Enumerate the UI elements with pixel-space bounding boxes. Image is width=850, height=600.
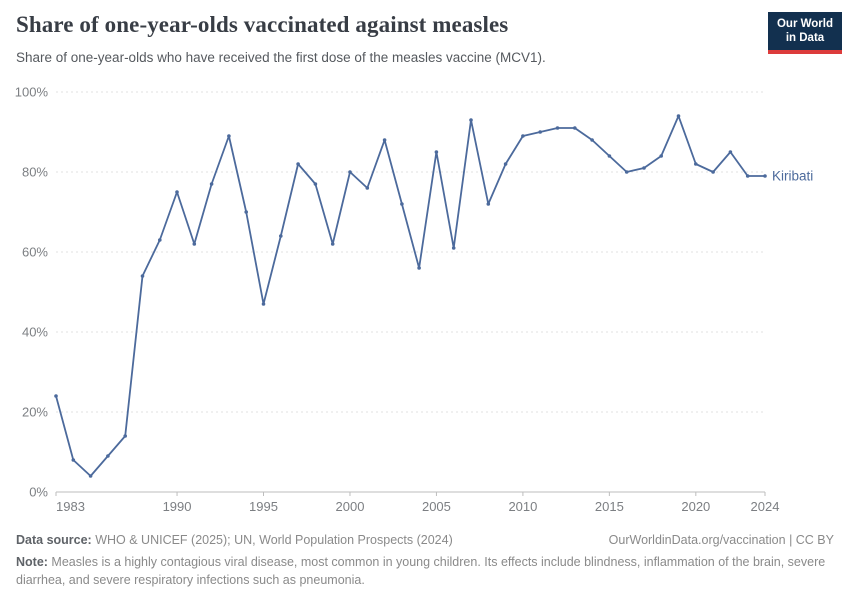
data-point[interactable] <box>521 134 525 138</box>
data-point[interactable] <box>400 202 404 206</box>
data-point[interactable] <box>175 190 179 194</box>
y-tick-label: 80% <box>22 165 48 180</box>
data-source-text: WHO & UNICEF (2025); UN, World Populatio… <box>91 533 453 547</box>
owid-logo-line2: in Data <box>785 31 825 44</box>
data-point[interactable] <box>728 150 733 154</box>
chart-note-text: Measles is a highly contagious viral dis… <box>16 555 826 588</box>
data-point[interactable] <box>227 134 231 138</box>
data-point[interactable] <box>711 170 715 174</box>
data-point[interactable] <box>745 174 750 178</box>
kiribati-line[interactable] <box>55 115 766 477</box>
y-tick-label: 40% <box>22 325 48 340</box>
chart-subtitle: Share of one-year-olds who have received… <box>16 50 546 65</box>
data-point[interactable] <box>313 182 318 186</box>
data-point[interactable] <box>555 126 560 130</box>
data-point[interactable] <box>451 246 456 250</box>
data-point[interactable] <box>676 114 681 118</box>
data-point[interactable] <box>573 126 577 130</box>
data-point[interactable] <box>365 186 370 190</box>
data-point[interactable] <box>382 138 387 142</box>
data-point[interactable] <box>296 162 300 166</box>
x-tick-label: 2024 <box>751 499 780 514</box>
chart-note: Note: Measles is a highly contagious vir… <box>16 553 834 589</box>
data-point[interactable] <box>158 238 162 242</box>
data-point[interactable] <box>348 170 352 174</box>
data-point[interactable] <box>624 170 629 174</box>
x-tick-label: 2015 <box>595 499 624 514</box>
owid-logo-line1: Our World <box>776 18 833 30</box>
x-tick-label: 2000 <box>336 499 365 514</box>
y-tick-label: 60% <box>22 245 48 260</box>
attribution-link[interactable]: OurWorldinData.org/vaccination | CC BY <box>608 533 834 547</box>
x-tick-label: 2005 <box>422 499 451 514</box>
data-point[interactable] <box>123 434 127 438</box>
data-point[interactable] <box>54 394 58 398</box>
x-tick-label: 1995 <box>249 499 278 514</box>
data-point[interactable] <box>279 234 283 238</box>
chart-footer: Data source: WHO & UNICEF (2025); UN, Wo… <box>16 531 834 589</box>
data-point[interactable] <box>590 138 594 142</box>
data-point[interactable] <box>140 274 145 278</box>
data-source-label: Data source: <box>16 533 92 547</box>
data-point[interactable] <box>538 130 542 134</box>
y-tick-label: 100% <box>15 85 49 100</box>
data-point[interactable] <box>503 162 508 166</box>
line-chart[interactable]: 0% 20% 40% 60% 80% 100% 1983 1990 1995 2000 2005 20… <box>0 80 850 525</box>
data-point[interactable] <box>607 154 612 158</box>
data-point[interactable] <box>417 266 421 270</box>
data-point[interactable] <box>71 458 76 462</box>
x-tick-label: 1990 <box>163 499 192 514</box>
y-tick-label: 20% <box>22 405 48 420</box>
entity-label-kiribati[interactable]: Kiribati <box>772 169 813 184</box>
data-point[interactable] <box>106 454 110 458</box>
data-point[interactable] <box>659 154 663 158</box>
data-point[interactable] <box>694 162 698 166</box>
data-point[interactable] <box>192 242 197 246</box>
data-source: Data source: WHO & UNICEF (2025); UN, Wo… <box>16 531 453 549</box>
x-tick-label: 2020 <box>681 499 710 514</box>
data-point[interactable] <box>209 182 214 186</box>
chart-note-label: Note: <box>16 555 48 570</box>
line-chart-svg[interactable]: 0% 20% 40% 60% 80% 100% 1983 1990 1995 2000 2005 20… <box>0 80 850 525</box>
x-tick-label: 1983 <box>56 499 85 514</box>
data-point[interactable] <box>486 202 491 206</box>
x-tick-label: 2010 <box>508 499 537 514</box>
data-point[interactable] <box>244 210 248 214</box>
data-point[interactable] <box>642 166 646 170</box>
page-title: Share of one-year-olds vaccinated agains… <box>16 12 509 37</box>
data-point[interactable] <box>434 150 439 154</box>
data-point[interactable] <box>330 242 335 246</box>
data-point[interactable] <box>88 474 93 478</box>
owid-logo: Our World in Data <box>768 12 842 54</box>
y-tick-label: 0% <box>29 485 48 500</box>
data-point[interactable] <box>763 174 767 178</box>
data-point[interactable] <box>469 118 473 122</box>
data-point[interactable] <box>261 302 266 306</box>
